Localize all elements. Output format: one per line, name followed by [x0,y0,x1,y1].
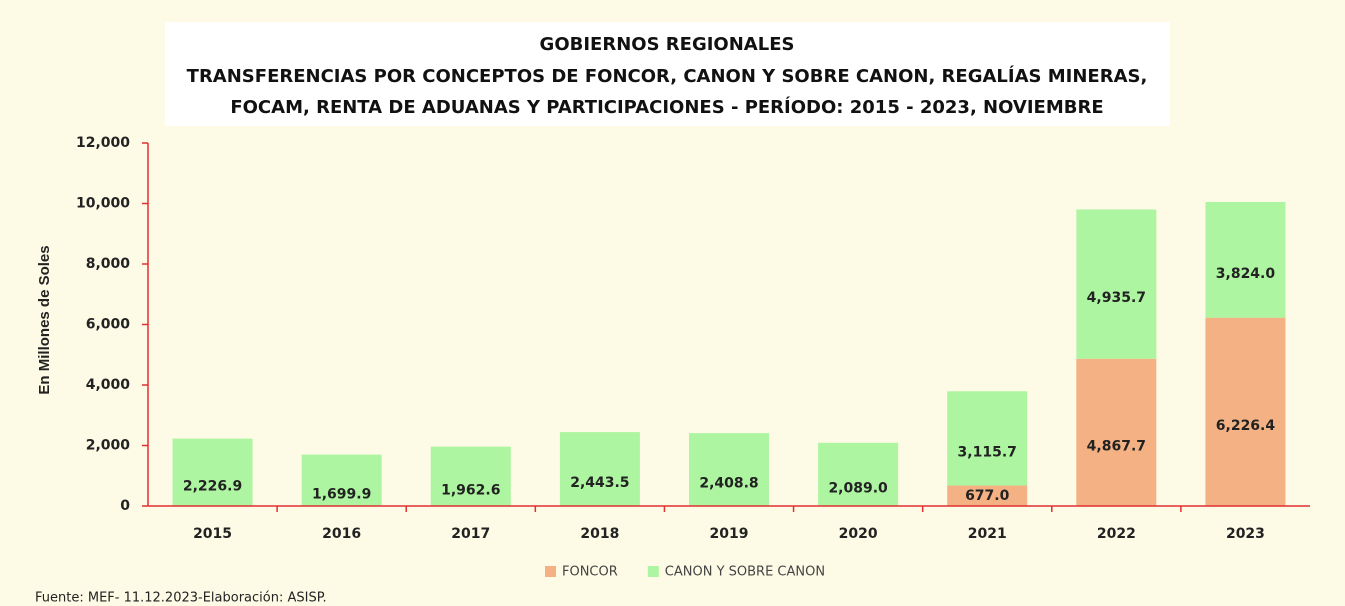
data-label: 2,226.9 [183,478,242,494]
x-tick-label: 2019 [710,526,749,542]
x-tick-label: 2023 [1226,526,1265,542]
y-tick-label: 10,000 [76,196,130,212]
data-label: 1,699.9 [312,486,371,502]
legend-swatch [545,566,556,577]
bar-segment [1205,317,1286,506]
bar-segment [689,433,769,506]
legend-label: CANON Y SOBRE CANON [665,565,825,580]
bar-segment [559,432,640,506]
legend-swatch [647,566,659,577]
data-label: 4,867.7 [1087,438,1146,454]
chart-subtitle: TRANSFERENCIAS POR CONCEPTOS DE FONCOR, … [187,65,1148,87]
bar-segment [430,446,511,506]
data-label: 6,226.4 [1216,418,1276,434]
bar-segment [172,438,253,506]
x-tick-label: 2022 [1097,526,1136,542]
bar-segment [1076,209,1157,359]
bar-segment [1076,358,1157,506]
x-tick-label: 2017 [451,526,490,542]
chart-subtitle: FOCAM, RENTA DE ADUANAS Y PARTICIPACIONE… [230,96,1103,118]
source-note: Fuente: MEF- 11.12.2023-Elaboración: ASI… [35,591,327,606]
data-label: 4,935.7 [1087,290,1146,306]
legend-label: FONCOR [562,565,618,580]
y-tick-label: 2,000 [86,438,131,454]
x-tick-label: 2020 [839,526,878,542]
data-label: 2,443.5 [570,475,629,491]
bar-segment [818,442,899,506]
data-label: 677.0 [965,488,1010,504]
y-tick-label: 4,000 [86,377,131,393]
y-axis-label: En Millones de Soles [36,245,53,394]
x-tick-label: 2015 [193,526,232,542]
y-tick-label: 12,000 [76,135,130,151]
data-label: 3,824.0 [1216,266,1276,282]
data-label: 1,962.6 [441,482,500,498]
x-tick-label: 2016 [322,526,361,542]
x-tick-label: 2021 [968,526,1007,542]
bar-segment [947,485,1028,506]
data-label: 2,089.0 [828,480,888,496]
y-tick-label: 6,000 [86,317,131,333]
bar-segment [947,391,1028,486]
y-tick-label: 0 [120,498,130,514]
data-label: 2,408.8 [699,476,758,492]
title-box [165,22,1170,126]
data-label: 3,115.7 [958,444,1017,460]
y-tick-label: 8,000 [86,256,131,272]
bar-segment [1205,201,1286,318]
x-tick-label: 2018 [580,526,619,542]
bar-segment [301,454,382,506]
chart-title: GOBIERNOS REGIONALES [540,34,795,55]
